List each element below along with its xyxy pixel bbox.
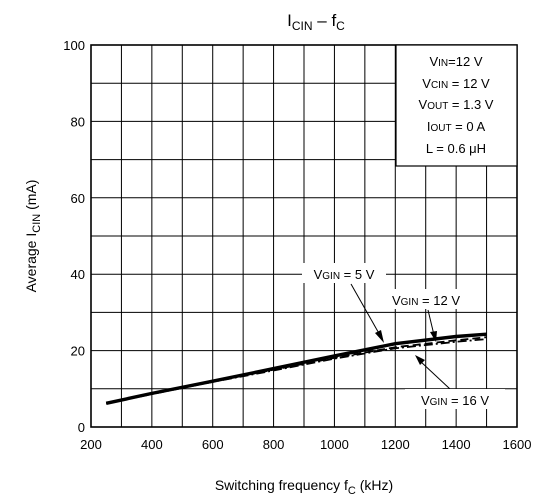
condition-vout: VOUT = 1.3 V xyxy=(419,97,494,112)
x-tick-label: 1400 xyxy=(442,437,471,452)
tick-labels: 200 400 600 800 1000 1200 1400 1600 0 20 40 60 80 100 xyxy=(63,38,531,452)
annotation-text: VGIN = 16 V xyxy=(421,393,489,408)
x-tick-label: 200 xyxy=(80,437,102,452)
conditions-frame xyxy=(395,44,518,167)
chart-title: ICIN – fC xyxy=(287,11,345,33)
annotation-text: VGIN = 5 V xyxy=(314,267,375,282)
x-tick-label: 600 xyxy=(202,437,224,452)
condition-vin: VIN=12 V xyxy=(429,54,482,69)
condition-iout: IOUT = 0 A xyxy=(427,119,486,134)
x-axis-label: Switching frequency fC (kHz) xyxy=(215,477,393,497)
x-tick-label: 1000 xyxy=(320,437,349,452)
series-group xyxy=(105,332,487,405)
conditions-box: VIN=12 V VCIN = 12 V VOUT = 1.3 V IOUT =… xyxy=(395,44,518,167)
series-line-3 xyxy=(106,338,487,405)
y-tick-label: 80 xyxy=(71,114,85,129)
y-tick-label: 100 xyxy=(63,38,85,53)
annotation-vgin-5v: VGIN = 5 V xyxy=(302,263,386,343)
title-sub: CIN xyxy=(292,19,313,33)
annotation-vgin-16v: VGIN = 16 V xyxy=(405,355,505,409)
annotation-bg xyxy=(302,263,386,283)
x-tick-label: 400 xyxy=(141,437,163,452)
y-tick-label: 40 xyxy=(71,267,85,282)
annotation-bg xyxy=(374,289,478,309)
condition-vcin: VCIN = 12 V xyxy=(422,76,490,91)
annotation-bg xyxy=(405,389,505,409)
annotation-vgin-12v: VGIN = 12 V xyxy=(374,289,478,342)
title-sep: – f xyxy=(313,11,337,30)
y-tick-label: 20 xyxy=(71,344,85,359)
annotation-arrowhead xyxy=(375,330,384,343)
annotation-arrow-line xyxy=(427,309,435,336)
condition-l: L = 0.6 μH xyxy=(426,141,486,156)
x-tick-label: 1200 xyxy=(381,437,410,452)
annotation-arrowhead xyxy=(430,331,437,342)
plot-frame xyxy=(90,44,518,428)
annotation-arrow-line xyxy=(419,360,451,390)
y-tick-label: 0 xyxy=(78,420,85,435)
y-tick-label: 60 xyxy=(71,191,85,206)
x-tick-label: 800 xyxy=(263,437,285,452)
x-tick-label: 1600 xyxy=(503,437,532,452)
title-sub2: C xyxy=(336,19,345,33)
annotation-arrow-line xyxy=(350,283,382,338)
y-axis-label: Average ICIN (mA) xyxy=(23,180,43,293)
title-main: I xyxy=(287,11,292,30)
annotation-text: VGIN = 12 V xyxy=(392,293,460,308)
annotation-arrowhead xyxy=(415,355,425,365)
